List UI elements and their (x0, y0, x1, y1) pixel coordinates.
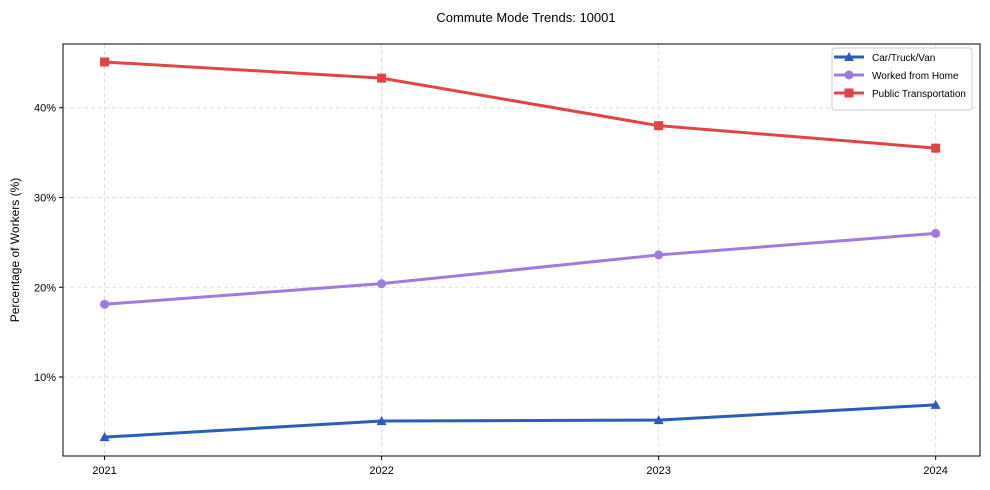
data-point-car-truck-van (930, 399, 941, 409)
legend-label: Worked from Home (872, 71, 959, 82)
data-point-public-transportation (931, 143, 941, 153)
data-point-public-transportation (100, 57, 110, 67)
data-point-worked-from-home (931, 228, 941, 238)
y-tick-label: 30% (34, 192, 56, 204)
x-tick-label: 2023 (646, 465, 670, 477)
data-point-public-transportation (377, 73, 387, 83)
data-point-worked-from-home (377, 279, 387, 289)
legend-box (831, 47, 973, 111)
data-point-car-truck-van (376, 415, 387, 425)
x-tick-label: 2021 (92, 465, 116, 477)
legend-label: Public Transportation (872, 89, 966, 100)
x-tick-label: 2022 (369, 465, 393, 477)
data-point-public-transportation (654, 121, 664, 131)
data-point-worked-from-home (100, 299, 110, 309)
series-line-public-transportation (104, 60, 936, 150)
plot-frame (62, 43, 981, 457)
series-line-car-truck-van (104, 403, 936, 439)
y-axis-label: Percentage of Workers (%) (8, 178, 22, 323)
chart-title: Commute Mode Trends: 10001 (436, 10, 615, 25)
data-point-worked-from-home (654, 250, 664, 260)
legend: Car/Truck/Van Worked from Home Public Tran… (831, 47, 973, 111)
data-point-car-truck-van (99, 432, 110, 442)
x-tick-label: 2024 (923, 465, 947, 477)
legend-label: Car/Truck/Van (872, 53, 935, 64)
y-tick-label: 10% (34, 372, 56, 384)
data-point-car-truck-van (653, 415, 664, 425)
y-tick-label: 20% (34, 282, 56, 294)
legend-marker-public-transportation (844, 88, 854, 98)
legend-marker-car-truck-van (844, 52, 854, 61)
series-line-worked-from-home (104, 231, 936, 306)
y-tick-label: 40% (34, 103, 56, 115)
legend-marker-worked-from-home (844, 70, 854, 80)
